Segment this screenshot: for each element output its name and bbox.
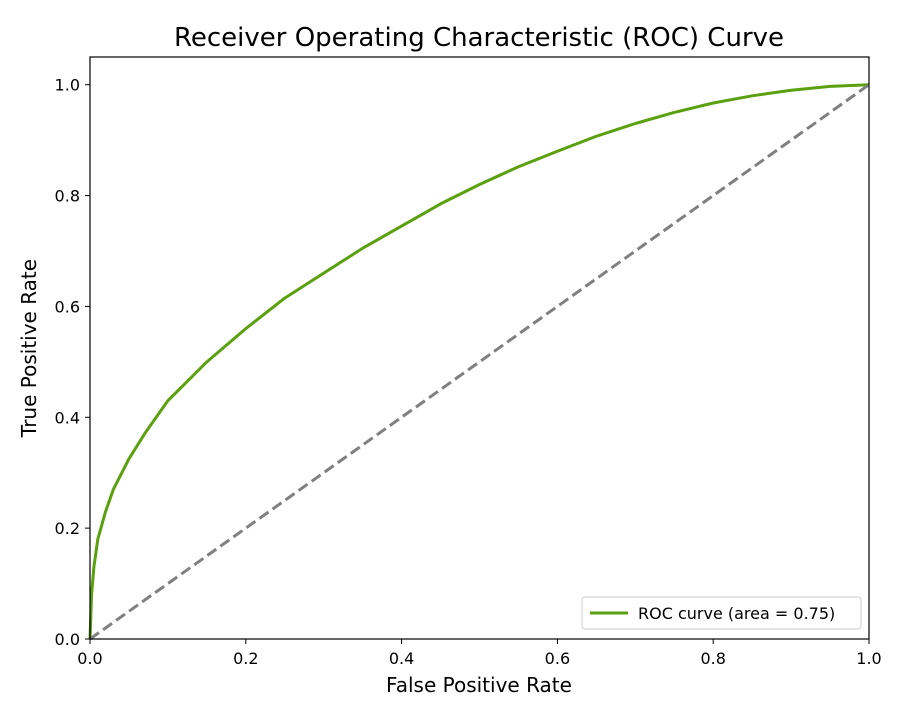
roc-curve-line: [88, 83, 870, 640]
x-tick-label: 0.0: [77, 649, 102, 668]
x-axis-ticks: 0.0 0.2 0.4 0.6 0.8 1.0: [77, 639, 882, 668]
legend-box: [581, 596, 862, 630]
chart-title: Receiver Operating Characteristic (ROC) …: [174, 23, 784, 53]
series-layer: [88, 83, 870, 641]
x-tick-label: 1.0: [856, 649, 881, 668]
y-tick-label: 0.6: [55, 297, 80, 316]
y-tick-label: 0.2: [55, 519, 80, 538]
y-axis-label: True Positive Rate: [17, 259, 41, 438]
y-tick-label: 1.0: [55, 76, 80, 95]
x-axis-label: False Positive Rate: [386, 673, 572, 697]
legend: ROC curve (area = 0.75): [581, 596, 862, 630]
plot-frame: [89, 56, 870, 640]
y-tick-label: 0.8: [55, 187, 80, 206]
x-tick-label: 0.6: [545, 649, 570, 668]
x-tick-label: 0.4: [389, 649, 414, 668]
x-tick-label: 0.2: [233, 649, 258, 668]
y-axis-ticks: 0.0 0.2 0.4 0.6 0.8 1.0: [55, 76, 90, 649]
y-tick-label: 0.0: [55, 630, 80, 649]
legend-label-roc: ROC curve (area = 0.75): [638, 604, 835, 623]
x-tick-label: 0.8: [700, 649, 725, 668]
y-tick-label: 0.4: [55, 408, 80, 427]
